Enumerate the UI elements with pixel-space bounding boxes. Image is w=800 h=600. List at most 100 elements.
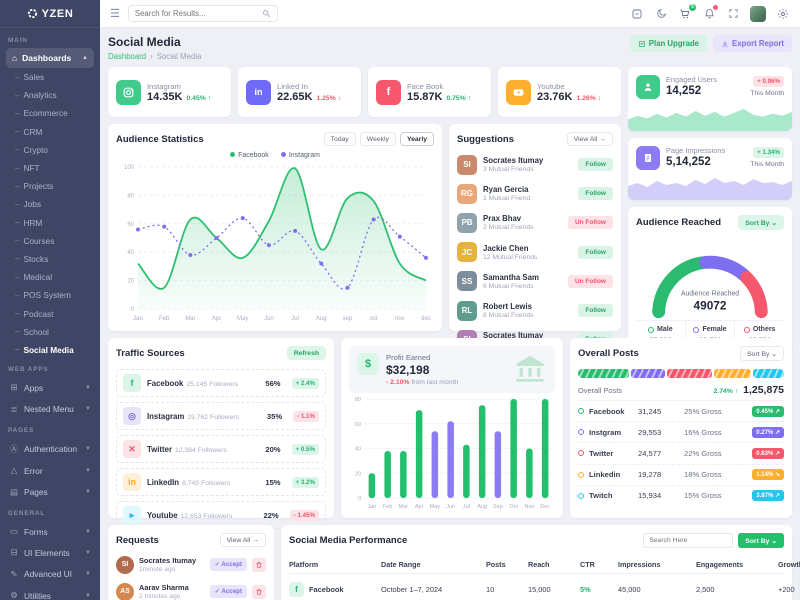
gear-icon[interactable] [776, 7, 790, 21]
cart-icon[interactable]: 5 [678, 3, 696, 21]
svg-text:60: 60 [127, 222, 134, 228]
sidebar-item-school[interactable]: – School [15, 326, 49, 337]
svg-text:sep: sep [343, 316, 353, 322]
follow-button[interactable]: Follow [578, 304, 613, 318]
audience-reached-sort-button[interactable]: Sort By ⌄ [738, 215, 784, 230]
avatar: SS [457, 271, 477, 292]
svg-text:Apr: Apr [415, 504, 424, 510]
sidebar-item-apps[interactable]: ⊞ Apps ▼ [10, 382, 91, 393]
sidebar-section-header: GENERAL [8, 509, 46, 517]
user-avatar[interactable] [750, 5, 766, 22]
audience-statistics-chart: 0 20 40 60 80 100 Jan Feb Mar Apr May Jun Jul Aug sep o… [116, 161, 434, 323]
sidebar-item-social-media[interactable]: – Social Media [15, 344, 74, 355]
shortcut-icon[interactable] [630, 7, 644, 21]
audience-reached-title: Audience Reached [636, 217, 721, 228]
sidebar-item-forms[interactable]: ▭ Forms ▼ [9, 526, 91, 537]
sidebar-item-medical[interactable]: – Medical [15, 272, 53, 283]
sidebar-item-pages[interactable]: ▤ Pages ▼ [9, 486, 91, 498]
unfollow-button[interactable]: Un Follow [567, 274, 613, 288]
unfollow-button[interactable]: Un Follow [567, 216, 613, 230]
sidebar-item-ecommerce[interactable]: – Ecommerce [15, 108, 68, 119]
profit-label: Profit Earned [386, 353, 431, 362]
accept-button[interactable]: ✓ Accept [209, 585, 247, 598]
dash-icon: – [15, 218, 20, 228]
stacked-bar-segment-facebook [578, 369, 630, 378]
overall-gross: 16% Gross [684, 427, 722, 437]
performance-sort-button[interactable]: Sort By ⌄ [738, 533, 784, 548]
utilities-icon: ⚙ [10, 590, 18, 600]
dash-icon: – [15, 90, 20, 100]
breadcrumb-dashboard[interactable]: Dashboard [108, 52, 147, 61]
sidebar-item-crypto[interactable]: – Crypto [15, 144, 48, 155]
traffic-sources-list: f Facebook 25,145 Followers 56% + 2.4% ◎ … [116, 364, 326, 529]
search-input[interactable] [134, 9, 262, 18]
overall-gross: 18% Gross [684, 470, 722, 480]
filter-today[interactable]: Today [323, 132, 356, 146]
sidebar-item-podcast[interactable]: – Podcast [15, 308, 54, 319]
svg-text:Nov: Nov [524, 504, 534, 510]
sidebar-item-hrm[interactable]: – HRM [15, 217, 43, 228]
sidebar-item-courses[interactable]: – Courses [15, 235, 55, 246]
svg-text:Jun: Jun [264, 316, 274, 322]
overall-row-twitch: Twitch 15,934 15% Gross 3.87% ↗ [578, 486, 784, 506]
suggestion-mutual: 2 Mutual Friends [483, 224, 534, 232]
chart-legend: Facebook Instagram [116, 152, 434, 159]
sidebar-item-dashboards[interactable]: ⌂ Dashboards ▲ [6, 48, 94, 68]
delete-request-button[interactable] [252, 584, 266, 599]
breadcrumb: Dashboard › Social Media [108, 52, 201, 61]
profit-value: $32,198 [386, 363, 430, 377]
auth-icon: Ⓐ [9, 443, 19, 454]
sidebar-item-sales[interactable]: – Sales [15, 72, 45, 83]
sidebar-item-error[interactable]: △ Error ▼ [10, 465, 91, 476]
kpi-change: 0.75% ↑ [446, 94, 472, 102]
sidebar-item-jobs[interactable]: – Jobs [15, 199, 41, 210]
kpi-value: 22.65K [277, 90, 313, 103]
sidebar-item-nested-menu[interactable]: ≣ Nested Menu ▼ [10, 403, 91, 415]
search-icon[interactable] [262, 9, 271, 18]
overall-change-badge: 0.45% ↗ [752, 405, 784, 417]
sidebar-item-authentication[interactable]: Ⓐ Authentication ▼ [9, 443, 91, 454]
moon-icon[interactable] [654, 7, 668, 21]
follow-button[interactable]: Follow [578, 158, 613, 172]
suggestions-view-all-button[interactable]: View All → [566, 132, 613, 146]
overall-row-facebook: Facebook 31,245 25% Gross 0.45% ↗ [578, 401, 784, 423]
kpi-change: 1.25% ↓ [316, 94, 342, 102]
export-report-button[interactable]: Export Report [713, 35, 792, 52]
traffic-name: LinkedIn [147, 478, 180, 487]
sidebar-item-utilities[interactable]: ⚙ Utilities ▼ [10, 590, 91, 600]
requests-title: Requests [116, 534, 159, 546]
plan-upgrade-button[interactable]: Plan Upgrade [629, 35, 708, 52]
hamburger-icon[interactable]: ☰ [110, 8, 120, 20]
dash-icon: – [15, 108, 20, 118]
bell-icon[interactable] [702, 4, 718, 21]
sidebar-item-ui-elements[interactable]: ⊟ UI Elements ▼ [10, 547, 91, 558]
stacked-bar-segment-instgram [631, 369, 665, 378]
performance-search-input[interactable] [643, 533, 734, 548]
filter-weekly[interactable]: Weekly [359, 132, 396, 146]
requests-view-all-button[interactable]: View All → [219, 533, 266, 547]
refresh-button[interactable]: Refresh [286, 346, 326, 360]
sidebar-item-stocks[interactable]: – Stocks [15, 253, 49, 264]
sidebar-section-header: PAGES [8, 426, 35, 434]
sidebar-item-crm[interactable]: – CRM [15, 126, 43, 137]
filter-yearly[interactable]: Yearly [399, 132, 434, 146]
sidebar-item-advanced-ui[interactable]: ✎ Advanced UI ▼ [10, 568, 91, 580]
fullscreen-icon[interactable] [726, 7, 740, 21]
accept-button[interactable]: ✓ Accept [209, 558, 247, 571]
page-impressions-card: Page Impressions 5,14,252 + 1.34% This M… [628, 138, 792, 200]
grid-icon: ⊞ [10, 382, 18, 393]
overall-posts-sort-button[interactable]: Sort By ⌄ [740, 346, 784, 361]
delete-request-button[interactable] [252, 557, 266, 572]
column-growth: Growth [778, 560, 800, 569]
follow-button[interactable]: Follow [578, 245, 613, 259]
sidebar-item-nft[interactable]: – NFT [15, 163, 40, 174]
avatar: AS [116, 582, 134, 600]
sidebar-item-pos-system[interactable]: – POS System [15, 290, 71, 301]
dash-icon: – [15, 72, 20, 82]
brand[interactable]: YZEN [0, 0, 100, 28]
sidebar-item-analytics[interactable]: – Analytics [15, 90, 57, 101]
traffic-row-twitter: ✕ Twitter 12,384 Followers 20% + 0.5% [116, 435, 326, 463]
follow-button[interactable]: Follow [578, 187, 613, 201]
dash-icon: – [15, 254, 20, 264]
sidebar-item-projects[interactable]: – Projects [15, 181, 54, 192]
